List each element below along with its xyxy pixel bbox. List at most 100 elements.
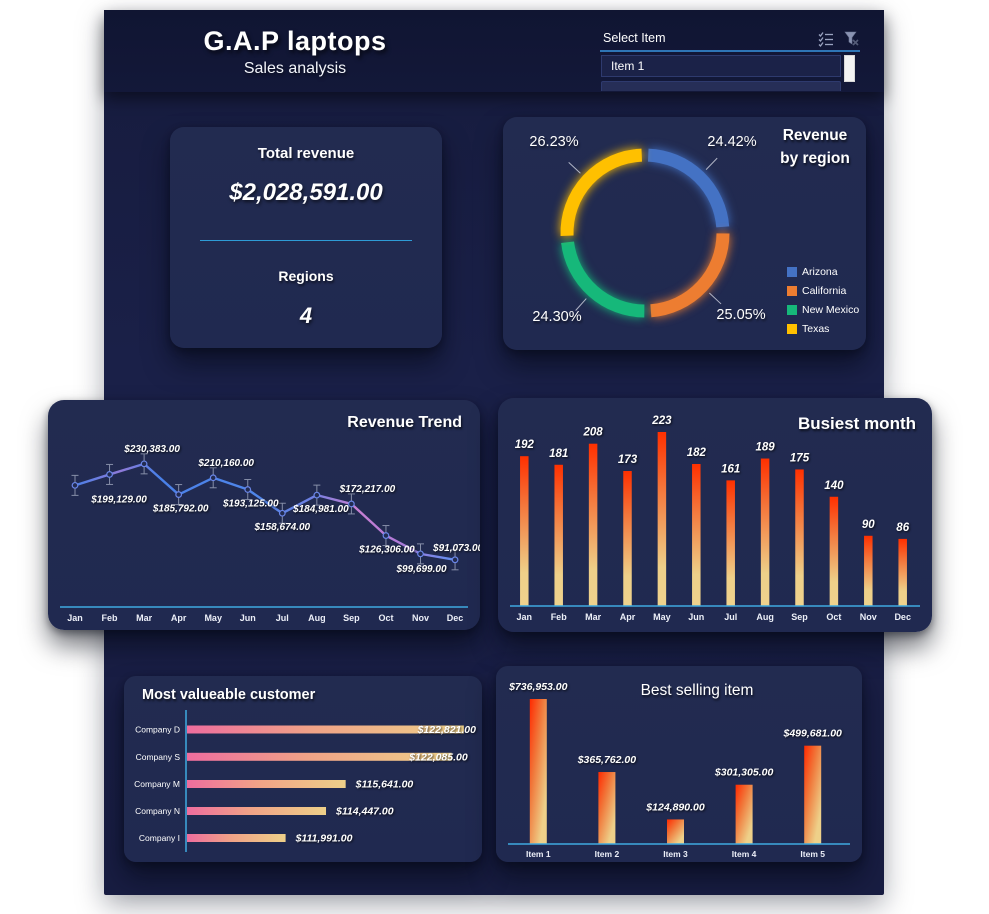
x-axis-label: Nov (412, 613, 429, 623)
most-valuable-customer-title: Most valueable customer (142, 687, 316, 703)
kpi-divider (200, 240, 412, 241)
trend-data-label: $199,129.00 (90, 494, 147, 505)
bar-data-label: $122,821.00 (417, 724, 477, 736)
slicer-scrollbar[interactable] (844, 55, 855, 82)
bar-company-s (187, 752, 452, 761)
x-axis-label: Jul (724, 612, 737, 622)
x-axis-label: Feb (102, 613, 119, 623)
x-axis-label: Item 2 (595, 849, 620, 859)
legend-item-new-mexico: New Mexico (787, 300, 859, 319)
revenue-by-region-card: Revenue by region 24.42% 25.05% 24.30% 26.2… (503, 117, 866, 350)
trend-point-jun (244, 486, 252, 493)
bar-data-label: 189 (756, 442, 776, 454)
donut-segment-california (650, 233, 730, 318)
trend-data-label: $184,981.00 (292, 504, 349, 515)
x-axis-label: Jun (240, 613, 256, 623)
legend-label: California (802, 284, 847, 297)
bar-data-label: 140 (824, 480, 844, 492)
regions-value: 4 (299, 303, 313, 328)
trend-point-may (209, 474, 217, 482)
legend-item-arizona: Arizona (787, 262, 859, 281)
revenue-by-region-title: Revenue by region (780, 127, 850, 167)
most-valuable-customer-card: Most valueable customer Company D $122,82… (124, 676, 482, 862)
bar-item-3 (667, 819, 684, 844)
best-selling-item-card: Best selling item $736,953.00 $365,762.00… (496, 666, 862, 862)
legend-item-texas: Texas (787, 319, 859, 338)
best-selling-item-chart: $736,953.00 $365,762.00 $124,890.00 $301,30… (496, 666, 862, 862)
trend-data-label: $172,217.00 (339, 484, 396, 495)
total-revenue-label: Total revenue (257, 145, 355, 162)
x-axis-label: Nov (860, 612, 877, 622)
x-axis-label: Jan (67, 613, 83, 623)
bar-data-label: 161 (721, 463, 740, 475)
trend-point-jul (278, 509, 286, 517)
donut-segment-texas (560, 148, 643, 236)
x-axis-label: Sep (791, 612, 808, 622)
bar-jul (726, 480, 735, 606)
slicer-underline (600, 50, 860, 52)
x-axis-label: May (653, 612, 671, 622)
slicer-item-next[interactable] (601, 81, 841, 91)
trend-data-label: $126,306.00 (358, 545, 415, 556)
trend-point-feb (106, 471, 113, 478)
bar-data-label: $114,447.00 (335, 806, 394, 818)
bar-data-label: $124,890.00 (645, 801, 705, 813)
bar-data-label: $115,641.00 (355, 779, 414, 791)
x-axis-label: Jan (517, 612, 533, 622)
category-label: Company N (135, 806, 180, 816)
leader-line (709, 292, 722, 305)
bar-item-5 (804, 745, 822, 844)
bar-data-label: 223 (651, 415, 672, 427)
legend-label: New Mexico (802, 303, 860, 316)
category-label: Company I (139, 833, 180, 843)
leader-line (575, 298, 587, 311)
bar-data-label: 182 (687, 447, 707, 459)
trend-data-label: $158,674.00 (253, 522, 310, 533)
bar-mar (588, 443, 598, 606)
bar-data-label: $122,085.00 (408, 751, 468, 763)
trend-data-label: $210,160.00 (197, 458, 254, 469)
bar-oct (829, 496, 839, 606)
total-revenue-value: $2,028,591.00 (229, 179, 383, 206)
revenue-trend-chart: $199,129.00 $230,383.00 $185,792.00 $210,16… (48, 400, 480, 630)
multi-select-icon[interactable] (818, 31, 834, 47)
slicer-label: Select Item (603, 31, 666, 45)
bar-data-label: $499,681.00 (782, 728, 842, 740)
x-axis-label: Item 3 (663, 849, 688, 859)
x-axis-label: Mar (136, 613, 153, 623)
bar-may (657, 432, 667, 606)
slicer-item-selected[interactable]: Item 1 (601, 55, 841, 77)
bar-item-1 (529, 699, 547, 844)
x-axis-label: Item 5 (800, 849, 825, 859)
trend-point-oct (382, 532, 390, 539)
bar-feb (554, 464, 563, 606)
page-subtitle: Sales analysis (243, 60, 347, 77)
category-label: Company M (134, 779, 180, 789)
leader-line (568, 161, 581, 174)
slicer-toolbar (818, 31, 862, 47)
trend-point-dec (451, 556, 459, 564)
bar-data-label: $301,305.00 (714, 767, 774, 779)
trend-line (74, 462, 456, 561)
bar-item-4 (735, 784, 753, 844)
bar-jan (520, 456, 529, 606)
bar-data-label: 175 (790, 452, 810, 464)
legend-item-california: California (787, 281, 859, 300)
trend-data-label: $230,383.00 (123, 444, 180, 455)
bar-nov (864, 535, 873, 606)
legend-swatch (787, 323, 797, 334)
total-revenue-card: Total revenue $2,028,591.00 Regions 4 (170, 127, 442, 348)
bar-data-label: 192 (515, 439, 535, 451)
legend-label: Arizona (802, 265, 838, 278)
donut-segment-new-mexico (561, 241, 645, 318)
clear-filter-icon[interactable] (844, 31, 859, 47)
bar-data-label: 208 (583, 427, 604, 439)
revenue-trend-card: Revenue Trend $199,129.00 $230,383.00 $185… (48, 400, 480, 630)
revenue-trend-title: Revenue Trend (347, 414, 462, 431)
x-axis-label: Aug (756, 612, 774, 622)
trend-point-sep (348, 500, 355, 508)
legend-swatch (787, 304, 797, 315)
x-axis-label: Oct (378, 613, 393, 623)
trend-point-aug (313, 491, 321, 499)
